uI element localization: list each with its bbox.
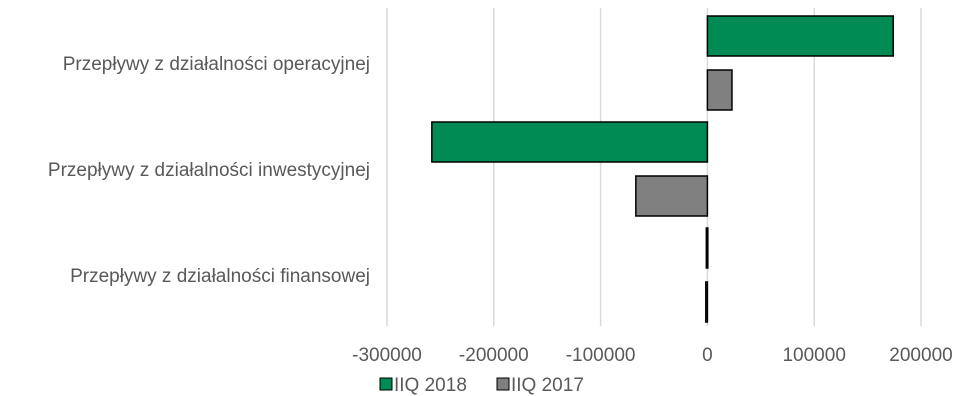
- legend-swatch-iiq-2017: [496, 377, 510, 391]
- bar-cat2-series0: [705, 227, 709, 269]
- x-tick-labels: -300000 -200000 -100000 0 100000 200000: [352, 345, 953, 366]
- legend-label-iiq-2018: IIQ 2018: [394, 375, 467, 396]
- x-tick-label-5: 200000: [889, 345, 952, 366]
- bar-cat2-series1: [705, 281, 709, 323]
- bar-cat1-series0: [431, 121, 709, 163]
- x-tick-label-1: -200000: [459, 345, 529, 366]
- bar-cat0-series0: [706, 15, 894, 57]
- bar-cat1-series1: [635, 175, 709, 217]
- x-tick-label-2: -100000: [566, 345, 636, 366]
- x-tick-label-3: 0: [702, 345, 713, 366]
- x-tick-label-0: -300000: [352, 345, 422, 366]
- category-labels: Przepływy z działalności operacyjnej Prze…: [48, 54, 370, 287]
- legend-swatch-iiq-2018: [379, 377, 393, 391]
- bars: [431, 15, 894, 323]
- category-label-2: Przepływy z działalności finansowej: [70, 266, 370, 287]
- legend-label-iiq-2017: IIQ 2017: [511, 375, 584, 396]
- bar-cat0-series1: [706, 69, 733, 111]
- x-tick-label-4: 100000: [782, 345, 845, 366]
- gridlines: [386, 8, 922, 326]
- legend-item-iiq-2018: IIQ 2018: [379, 375, 467, 396]
- category-label-0: Przepływy z działalności operacyjnej: [63, 54, 370, 75]
- legend-item-iiq-2017: IIQ 2017: [496, 375, 584, 396]
- legend: IIQ 2018 IIQ 2017: [379, 375, 584, 396]
- category-label-1: Przepływy z działalności inwestycyjnej: [48, 160, 370, 181]
